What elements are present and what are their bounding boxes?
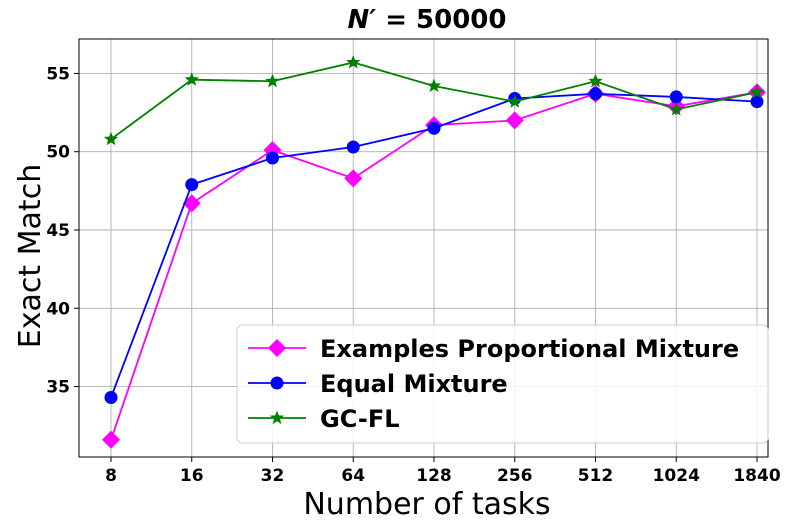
data-point [427,121,441,135]
y-tick-label: 55 [46,64,70,84]
x-tick-label: 1840 [733,466,780,486]
data-point [103,131,119,146]
x-axis-label: Number of tasks [303,487,550,522]
data-point [185,178,199,192]
x-tick-label: 256 [497,466,533,486]
data-point [507,94,522,108]
data-point [669,90,683,104]
chart-title-value: = 50000 [376,5,506,35]
x-tick-label: 128 [416,466,452,486]
legend: Examples Proportional Mixture Equal Mixtu… [236,324,769,444]
x-tick-label: 16 [180,466,204,486]
y-tick-label: 50 [46,143,70,163]
x-tick-label: 512 [578,466,614,486]
y-tick-label: 40 [46,299,70,319]
data-point [505,111,524,130]
chart-title-prime: ′ [369,5,376,35]
data-point [102,430,120,449]
chart-title: N′ = 50000 [348,5,507,35]
chart-title-n: N [348,5,370,35]
legend-box [236,324,769,444]
legend-marker [270,376,284,390]
series-1 [104,87,764,405]
data-point [588,73,603,88]
legend-label: Equal Mixture [320,370,508,398]
plot-area-frame [78,38,769,458]
x-tick-label: 1024 [653,466,700,486]
data-point [184,72,199,86]
data-point [346,54,361,69]
data-point [266,151,279,165]
legend-label: Examples Proportional Mixture [320,335,739,363]
axes: 8 16 32 64 128 256 512 1024 1840 35 40 45 50 55 [46,64,780,486]
series-layer [102,54,766,449]
y-tick-label: 35 [46,378,70,398]
data-point [426,78,442,93]
data-point [749,84,765,99]
x-tick-label: 8 [105,466,117,486]
legend-marker [269,410,285,425]
data-point [344,169,363,188]
y-tick-label: 45 [46,221,70,241]
series-2 [103,54,765,146]
data-point [104,391,118,405]
x-tick-label: 64 [341,466,365,486]
data-point [669,101,684,116]
y-axis-label: Exact Match [13,164,48,348]
x-tick-label: 32 [261,466,285,486]
legend-marker [268,339,286,357]
data-point [750,95,764,109]
data-point [346,140,360,154]
data-point [265,73,280,88]
data-point [589,87,602,101]
legend-label: GC-FL [320,405,400,433]
